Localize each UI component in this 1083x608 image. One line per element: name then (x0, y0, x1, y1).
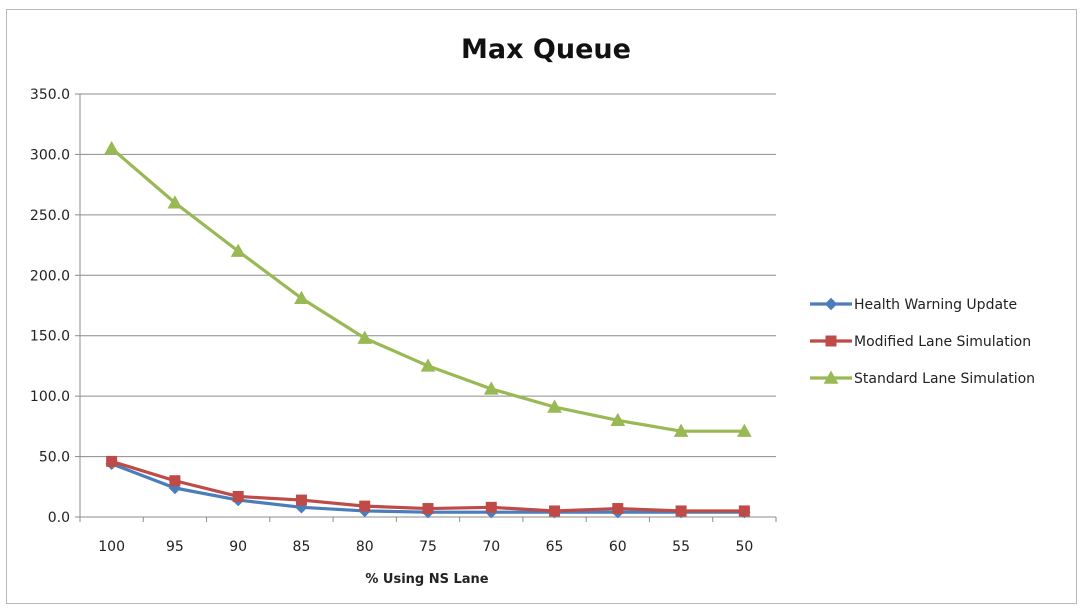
x-tick-label: 90 (229, 539, 247, 555)
axes: 0.0 50.0 100.0 150.0 200.0 250.0 300.0 350.0 100… (30, 87, 777, 555)
data-point (825, 335, 837, 347)
data-point (673, 423, 689, 437)
series-modified-lane-simulation (106, 455, 750, 517)
data-point (420, 358, 436, 372)
legend: Health Warning Update Modified Lane Simul… (810, 297, 1035, 387)
data-point (547, 399, 562, 413)
legend-entry: Standard Lane Simulation (810, 370, 1035, 387)
legend-label: Modified Lane Simulation (854, 334, 1031, 350)
legend-entry: Health Warning Update (810, 297, 1017, 313)
x-tick-label: 60 (609, 539, 627, 555)
data-point (359, 500, 371, 512)
y-tick-label: 350.0 (30, 87, 70, 103)
data-point (169, 475, 181, 487)
x-tick-label: 85 (293, 539, 311, 555)
y-tick-label: 250.0 (30, 208, 70, 224)
data-point (823, 370, 839, 384)
data-point (357, 330, 373, 344)
x-tick-label: 100 (98, 539, 125, 555)
gridlines (80, 93, 776, 458)
data-point (485, 501, 497, 513)
data-point (232, 490, 244, 502)
data-point (106, 455, 118, 467)
data-point (483, 381, 499, 395)
data-point (295, 494, 307, 506)
data-point (824, 297, 838, 311)
x-tick-label: 70 (482, 539, 500, 555)
data-point (549, 505, 561, 517)
x-tick-label: 95 (166, 539, 184, 555)
data-point (294, 290, 309, 304)
chart-title: Max Queue (461, 34, 631, 65)
data-point (738, 505, 750, 517)
y-tick-label: 50.0 (39, 450, 70, 466)
data-point (610, 412, 626, 427)
legend-label: Health Warning Update (854, 297, 1017, 313)
data-point (104, 140, 119, 155)
data-point (167, 195, 183, 209)
data-point (737, 423, 752, 437)
y-tick-label: 100.0 (30, 389, 70, 405)
data-point (612, 503, 624, 515)
y-tick-label: 150.0 (30, 329, 70, 345)
x-tick-label: 75 (419, 539, 437, 555)
x-tick-label: 50 (735, 539, 753, 555)
legend-label: Standard Lane Simulation (854, 371, 1035, 387)
data-point (422, 503, 434, 515)
x-tick-label: 65 (546, 539, 564, 555)
y-tick-label: 0.0 (48, 510, 70, 526)
series-standard-lane-simulation (104, 140, 752, 437)
data-point (675, 505, 687, 517)
y-tick-label: 200.0 (30, 268, 70, 284)
legend-entry: Modified Lane Simulation (810, 334, 1031, 350)
y-tick-label: 300.0 (30, 147, 70, 163)
chart-area-frame (6, 9, 1077, 604)
data-point (230, 243, 246, 257)
x-tick-label: 55 (672, 539, 690, 555)
x-tick-label: 80 (356, 539, 374, 555)
x-axis-title: % Using NS Lane (365, 572, 488, 587)
series-lines (104, 140, 752, 519)
series-line (110, 147, 745, 433)
